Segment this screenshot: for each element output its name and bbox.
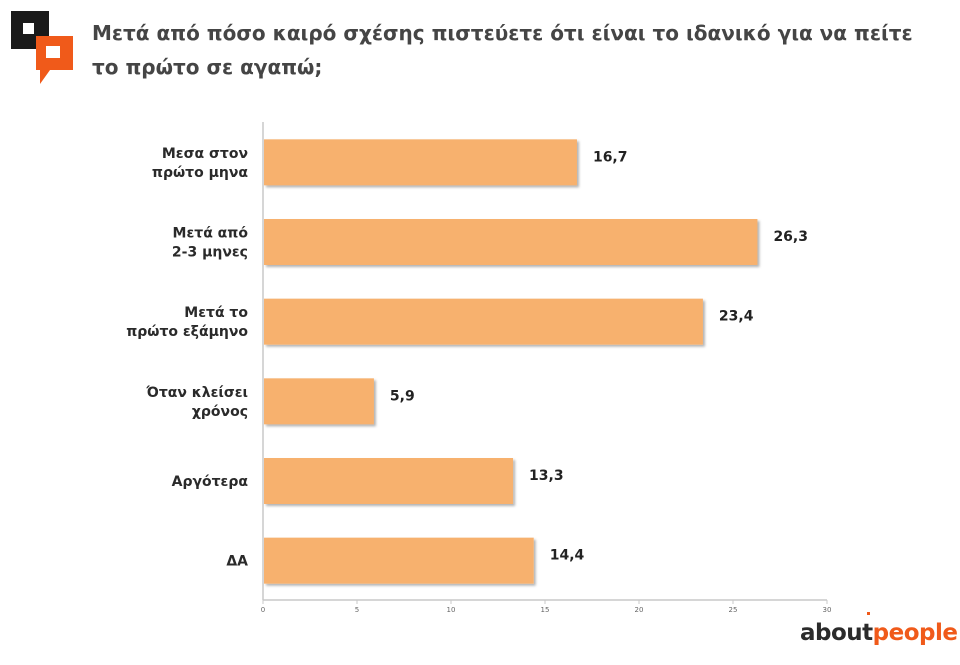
x-tick-label: 10 xyxy=(447,606,456,614)
x-tick-label: 15 xyxy=(541,606,550,614)
bar xyxy=(264,298,703,345)
data-label: 26,3 xyxy=(773,229,808,245)
category-label: Μετά το πρώτο εξάμηνο xyxy=(126,305,248,340)
bar xyxy=(264,219,758,265)
data-label: 16,7 xyxy=(593,149,628,165)
brand-wordmark: aboutpeople xyxy=(800,620,958,646)
bar xyxy=(264,139,577,186)
x-tick-label: 20 xyxy=(635,606,644,614)
data-label: 5,9 xyxy=(390,388,415,404)
brand-logo-icon xyxy=(11,11,73,84)
category-label: Μεσα στον πρώτο μηνα xyxy=(152,146,248,181)
category-label: Αργότερα xyxy=(172,474,249,490)
data-label: 13,3 xyxy=(529,468,564,484)
bar xyxy=(264,537,534,584)
page-title: Μετά από πόσο καιρό σχέσης πιστεύετε ότι… xyxy=(92,21,913,79)
category-label: Όταν κλείσει χρόνος xyxy=(145,385,248,420)
brand-part-people: people xyxy=(872,620,958,646)
x-tick-label: 0 xyxy=(261,606,265,614)
data-label: 23,4 xyxy=(719,309,754,325)
category-label: Μετά από 2-3 μηνες xyxy=(172,226,248,261)
bar xyxy=(264,378,374,425)
category-label: ΔΑ xyxy=(226,554,248,570)
data-label: 14,4 xyxy=(550,548,585,564)
x-tick-label: 25 xyxy=(729,606,738,614)
bar xyxy=(264,458,514,504)
x-tick-label: 30 xyxy=(823,606,832,614)
brand-accent-dot xyxy=(867,612,870,615)
x-tick-label: 5 xyxy=(355,606,359,614)
brand-part-about: about xyxy=(800,620,873,646)
